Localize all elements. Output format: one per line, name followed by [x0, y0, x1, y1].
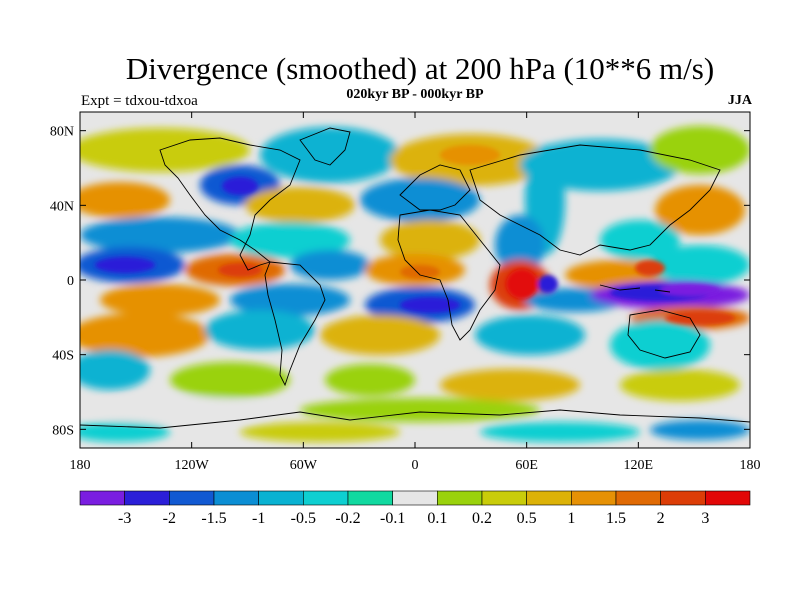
europe-coast: [399, 164, 471, 211]
colorbar-swatch: [392, 490, 438, 506]
colorbar: -3 -2 -1.5 -1 -0.5 -0.2 -0.1 0.1 0.2 0.5 1 1.5 2 3: [79, 490, 751, 527]
colorbar-swatch: [705, 490, 751, 506]
asia-coast: [469, 144, 721, 256]
colorbar-label: 1: [567, 510, 575, 527]
lat-tick-label: 40S: [52, 349, 74, 364]
lat-tick-label: 80N: [50, 125, 74, 140]
colorbar-label: -0.1: [380, 510, 405, 527]
experiment-label: Expt = tdxou-tdxoa: [81, 93, 198, 109]
plot-subtitle: 020kyr BP - 000kyr BP: [346, 87, 484, 102]
lon-tick-label: 60E: [515, 458, 538, 473]
colorbar-swatch: [571, 490, 617, 506]
colorbar-swatch: [303, 490, 349, 506]
colorbar-swatch: [481, 490, 527, 506]
lon-tick-label: 180: [740, 458, 761, 473]
core-anomaly-patches: [95, 145, 735, 325]
south-america-coast: [264, 261, 326, 387]
colorbar-label: -0.5: [291, 510, 316, 527]
colorbar-swatch: [526, 490, 572, 506]
indonesia-coast: [599, 284, 671, 293]
lon-tick-label: 180: [70, 458, 91, 473]
colorbar-swatch: [660, 490, 706, 506]
lat-tick-label: 40N: [50, 199, 74, 214]
lon-tick-label: 120W: [175, 458, 210, 473]
lat-tick-label: 80S: [52, 423, 74, 438]
colorbar-swatch: [615, 490, 661, 506]
colorbar-swatch: [169, 490, 215, 506]
plot-title: Divergence (smoothed) at 200 hPa (10**6 …: [125, 51, 715, 86]
colorbar-swatch: [79, 490, 125, 506]
colorbar-label: -1.5: [201, 510, 226, 527]
colorbar-swatch: [347, 490, 393, 506]
colorbar-label: 2: [657, 510, 665, 527]
season-label: JJA: [727, 93, 752, 108]
north-america-coast: [159, 137, 301, 271]
contour-field: [80, 112, 750, 448]
longitude-axis: 180 120W 60W 0 60E 120E 180: [70, 112, 761, 473]
coastlines: [80, 127, 750, 429]
colorbar-label: -2: [163, 510, 176, 527]
latitude-axis: 80N 40N 0 40S 80S: [50, 125, 750, 438]
colorbar-label: 3: [701, 510, 709, 527]
colorbar-label: -0.2: [335, 510, 360, 527]
colorbar-label: 0.5: [517, 510, 537, 527]
australia-coast: [627, 309, 701, 359]
greenland-coast: [299, 127, 351, 166]
colorbar-swatch: [258, 490, 304, 506]
colorbar-label: 0.1: [427, 510, 447, 527]
africa-coast: [397, 209, 501, 341]
colorbar-swatch: [437, 490, 483, 506]
antarctica-coast: [80, 409, 750, 429]
lat-tick-label: 0: [67, 274, 74, 289]
lon-tick-label: 0: [412, 458, 419, 473]
colorbar-swatch: [213, 490, 259, 506]
colorbar-label: -1: [252, 510, 265, 527]
colorbar-label: -3: [118, 510, 131, 527]
colorbar-swatch: [124, 490, 170, 506]
colorbar-label: 0.2: [472, 510, 492, 527]
lon-tick-label: 60W: [290, 458, 318, 473]
lon-tick-label: 120E: [624, 458, 654, 473]
colorbar-label: 1.5: [606, 510, 626, 527]
